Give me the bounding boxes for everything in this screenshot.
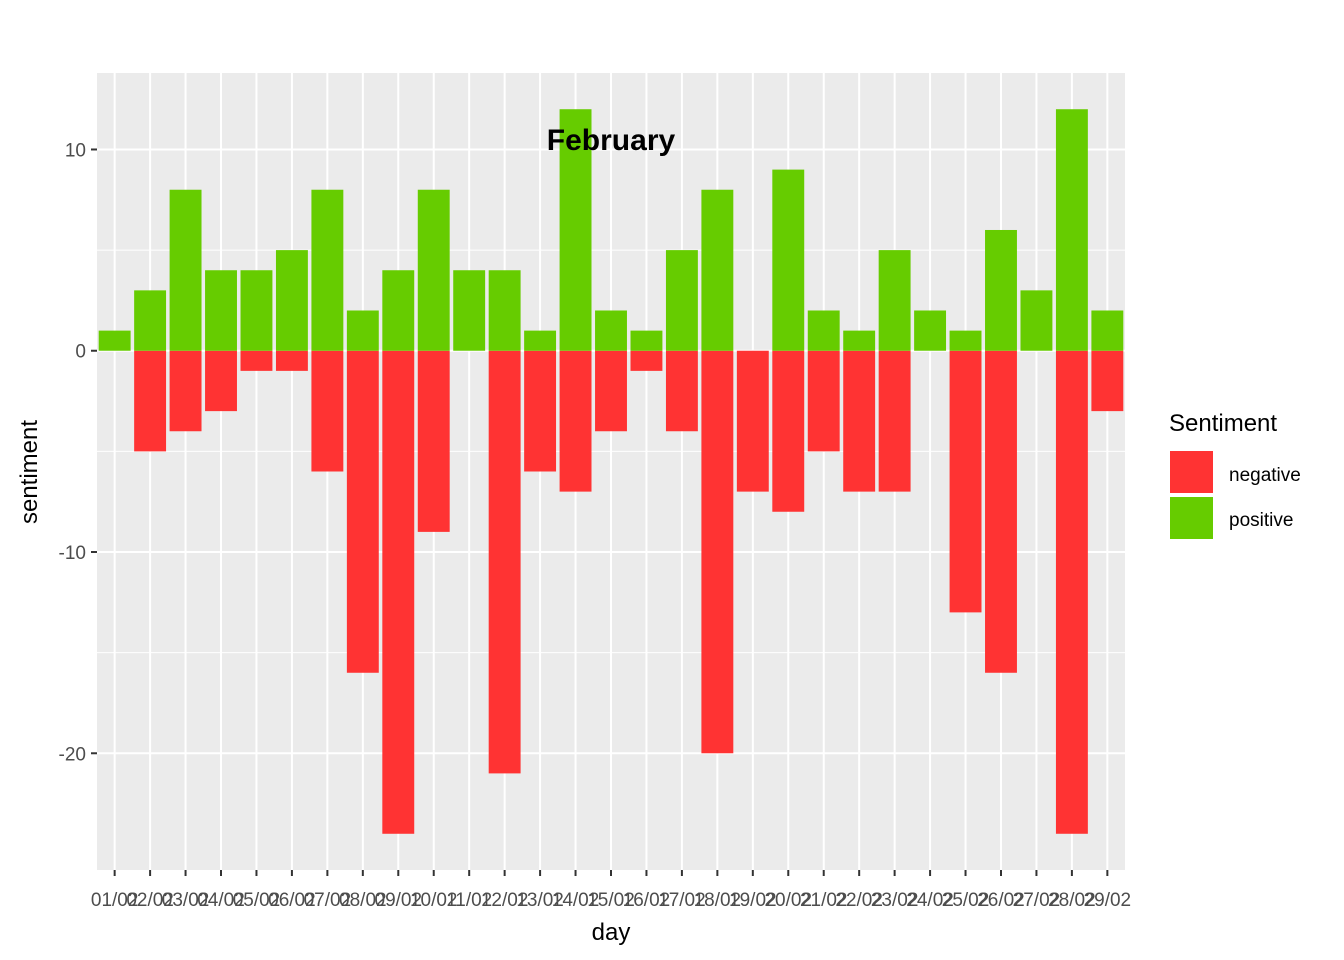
bar-positive bbox=[949, 330, 982, 351]
bar-negative bbox=[736, 350, 769, 492]
y-tick-label: -10 bbox=[59, 543, 86, 564]
x-tick-label: 09/02 bbox=[375, 890, 423, 911]
x-tick-label: 04/02 bbox=[197, 890, 245, 911]
x-tick-label: 11/02 bbox=[446, 890, 492, 911]
bar-positive bbox=[311, 189, 344, 351]
bar-positive bbox=[240, 270, 273, 351]
bar-negative bbox=[630, 350, 663, 371]
x-tick-label: 08/02 bbox=[339, 890, 387, 911]
bar-negative bbox=[1091, 350, 1124, 412]
bar-positive bbox=[417, 189, 450, 351]
chart-title: February bbox=[547, 124, 676, 157]
bar-negative bbox=[382, 350, 415, 834]
x-tick-label: 22/02 bbox=[835, 890, 883, 911]
bars bbox=[98, 109, 1124, 834]
bar-positive bbox=[665, 250, 698, 351]
x-tick-label: 29/02 bbox=[1084, 890, 1132, 911]
bar-negative bbox=[205, 350, 237, 412]
bar-positive bbox=[205, 270, 237, 351]
x-tick-label: 13/02 bbox=[516, 890, 564, 911]
y-tick-label: 10 bbox=[65, 140, 86, 161]
bar-positive bbox=[134, 290, 167, 351]
x-tick-label: 24/02 bbox=[906, 890, 954, 911]
x-tick-label: 05/02 bbox=[233, 890, 281, 911]
bar-negative bbox=[595, 350, 627, 432]
bar-positive bbox=[453, 270, 486, 351]
x-tick-label: 28/02 bbox=[1048, 890, 1096, 911]
bar-positive bbox=[595, 310, 627, 351]
bar-positive bbox=[843, 330, 876, 351]
legend: Sentiment negative positive bbox=[1169, 410, 1301, 539]
bar-positive bbox=[807, 310, 840, 351]
x-tick-label: 03/02 bbox=[162, 890, 210, 911]
bar-positive bbox=[346, 310, 379, 351]
bar-negative bbox=[807, 350, 840, 452]
y-axis-title: sentiment bbox=[16, 420, 43, 524]
bar-positive bbox=[878, 250, 911, 351]
x-axis: 01/0202/0203/0204/0205/0206/0207/0208/02… bbox=[91, 870, 1131, 911]
bar-positive bbox=[559, 109, 592, 351]
x-tick-label: 10/02 bbox=[410, 890, 458, 911]
legend-label-positive: positive bbox=[1229, 510, 1293, 531]
x-tick-label: 02/02 bbox=[126, 890, 174, 911]
y-axis: 10 0 -10 -20 bbox=[59, 140, 97, 765]
x-tick-label: 23/02 bbox=[871, 890, 919, 911]
bar-negative bbox=[169, 350, 202, 432]
bar-positive bbox=[772, 169, 805, 351]
x-tick-label: 15/02 bbox=[587, 890, 635, 911]
bar-negative bbox=[1055, 350, 1088, 834]
x-tick-label: 06/02 bbox=[268, 890, 316, 911]
x-tick-label: 25/02 bbox=[942, 890, 990, 911]
bar-positive bbox=[985, 229, 1017, 351]
x-tick-label: 17/02 bbox=[658, 890, 706, 911]
bar-positive bbox=[275, 250, 308, 351]
bar-positive bbox=[382, 270, 415, 351]
x-tick-label: 01/02 bbox=[91, 890, 139, 911]
x-tick-label: 07/02 bbox=[304, 890, 352, 911]
x-tick-label: 18/02 bbox=[694, 890, 742, 911]
bar-positive bbox=[701, 189, 734, 351]
bar-negative bbox=[843, 350, 876, 492]
bar-negative bbox=[665, 350, 698, 432]
bar-negative bbox=[772, 350, 805, 512]
x-axis-title: day bbox=[592, 919, 631, 946]
bar-negative bbox=[524, 350, 557, 472]
legend-label-negative: negative bbox=[1229, 465, 1301, 486]
bar-negative bbox=[985, 350, 1017, 673]
legend-title: Sentiment bbox=[1169, 410, 1277, 437]
bar-negative bbox=[346, 350, 379, 673]
bar-negative bbox=[311, 350, 344, 472]
bar-positive bbox=[524, 330, 557, 351]
bar-positive bbox=[1091, 310, 1124, 351]
bar-negative bbox=[878, 350, 911, 492]
x-tick-label: 14/02 bbox=[552, 890, 600, 911]
bar-negative bbox=[701, 350, 734, 754]
bar-positive bbox=[98, 330, 131, 351]
x-tick-label: 27/02 bbox=[1013, 890, 1061, 911]
bar-negative bbox=[488, 350, 521, 774]
bar-positive bbox=[914, 310, 947, 351]
legend-key-negative bbox=[1170, 451, 1213, 493]
y-tick-label: -20 bbox=[59, 744, 86, 765]
bar-positive bbox=[488, 270, 521, 351]
bar-positive bbox=[169, 189, 202, 351]
bar-negative bbox=[949, 350, 982, 613]
x-tick-label: 21/02 bbox=[800, 890, 848, 911]
x-tick-label: 16/02 bbox=[623, 890, 671, 911]
x-tick-label: 26/02 bbox=[977, 890, 1025, 911]
bar-negative bbox=[417, 350, 450, 532]
x-tick-label: 12/02 bbox=[481, 890, 529, 911]
legend-key-positive bbox=[1170, 497, 1213, 539]
bar-negative bbox=[134, 350, 167, 452]
bar-negative bbox=[559, 350, 592, 492]
bar-positive bbox=[1055, 109, 1088, 351]
x-tick-label: 19/02 bbox=[729, 890, 777, 911]
bar-positive bbox=[1020, 290, 1053, 351]
bar-negative bbox=[240, 350, 273, 371]
y-tick-label: 0 bbox=[75, 342, 86, 363]
bar-negative bbox=[275, 350, 308, 371]
x-tick-label: 20/02 bbox=[764, 890, 812, 911]
bar-positive bbox=[630, 330, 663, 351]
